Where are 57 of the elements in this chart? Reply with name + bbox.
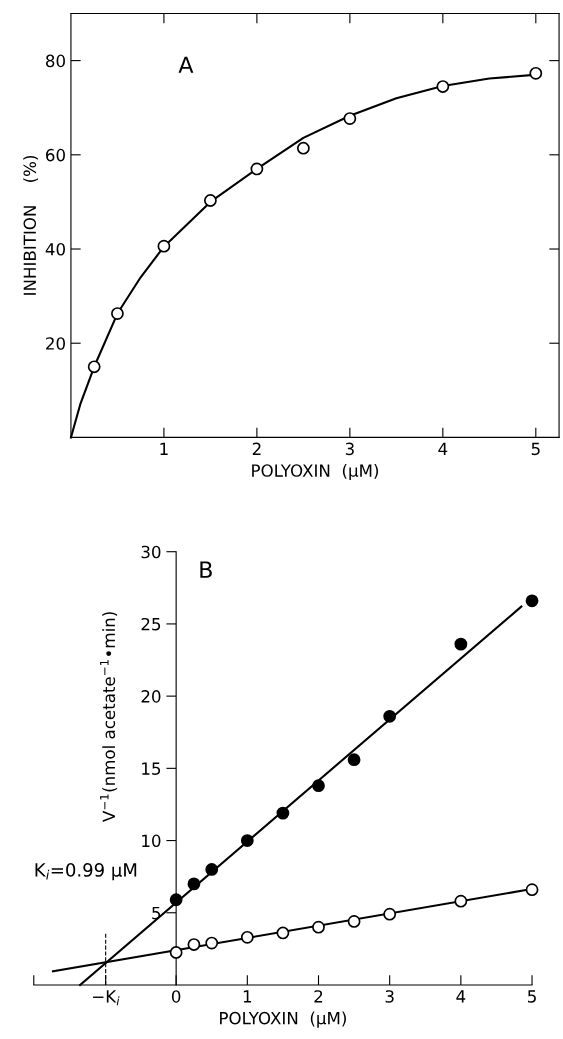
x-tick-label: 4 <box>456 990 466 1003</box>
x-tick-label: 5 <box>531 442 540 456</box>
point <box>87 360 101 374</box>
point <box>240 930 254 944</box>
annotation: A <box>178 56 194 73</box>
point <box>454 894 468 908</box>
point <box>383 907 397 921</box>
point <box>205 936 219 950</box>
y-tick-label: 20 <box>141 690 161 703</box>
y-tick-label: 60 <box>46 148 65 162</box>
annotation: B <box>200 561 212 578</box>
point <box>157 239 171 253</box>
point <box>111 307 124 320</box>
point <box>383 709 397 723</box>
x-tick-label: 5 <box>528 990 536 1003</box>
x-axis-title: POLYOXIN (μM) <box>220 1011 346 1028</box>
y-tick-label: 25 <box>141 617 161 631</box>
annotation: K$_{i}$=0.99 μM <box>35 863 137 881</box>
point <box>204 194 217 207</box>
x-tick-label: 2 <box>314 990 323 1003</box>
point <box>187 877 201 891</box>
y-axis-title: INHIBITION (%) <box>23 155 39 295</box>
point <box>529 66 543 80</box>
x-tick-label: 3 <box>385 990 394 1003</box>
y-tick-label: 80 <box>46 54 65 68</box>
point <box>250 162 264 176</box>
point <box>312 920 325 934</box>
point <box>169 893 183 907</box>
point <box>347 915 361 928</box>
point <box>205 863 219 876</box>
x-axis-title: POLYOXIN (μM) <box>252 463 379 481</box>
point <box>525 883 539 897</box>
y-tick-label: 15 <box>142 762 161 775</box>
y-tick-label: 40 <box>45 242 65 256</box>
point <box>276 806 290 820</box>
point <box>454 637 468 651</box>
point <box>525 594 539 608</box>
x-tick-label: 4 <box>438 442 448 455</box>
point <box>436 80 450 93</box>
y-tick-label: 10 <box>142 834 161 848</box>
x-tick-label: 3 <box>345 442 354 456</box>
point <box>169 946 183 959</box>
point <box>312 779 325 793</box>
x-tick-label: 1 <box>243 990 252 1003</box>
x-tick-label: 2 <box>252 442 261 455</box>
y-tick-label: 20 <box>46 337 65 350</box>
point <box>187 938 201 951</box>
point <box>296 141 310 155</box>
y-tick-label: 30 <box>141 545 161 559</box>
y-axis-title: V$^{−1}$(nmol acetate$^{−1}$•min) <box>100 612 118 822</box>
point <box>276 926 290 940</box>
point <box>343 112 357 125</box>
point <box>347 753 361 767</box>
x-tick-label: 0 <box>171 990 181 1003</box>
x-tick-label: 1 <box>160 442 168 455</box>
x-tick-label: −K$_{i}$ <box>93 990 120 1006</box>
point <box>240 834 254 847</box>
